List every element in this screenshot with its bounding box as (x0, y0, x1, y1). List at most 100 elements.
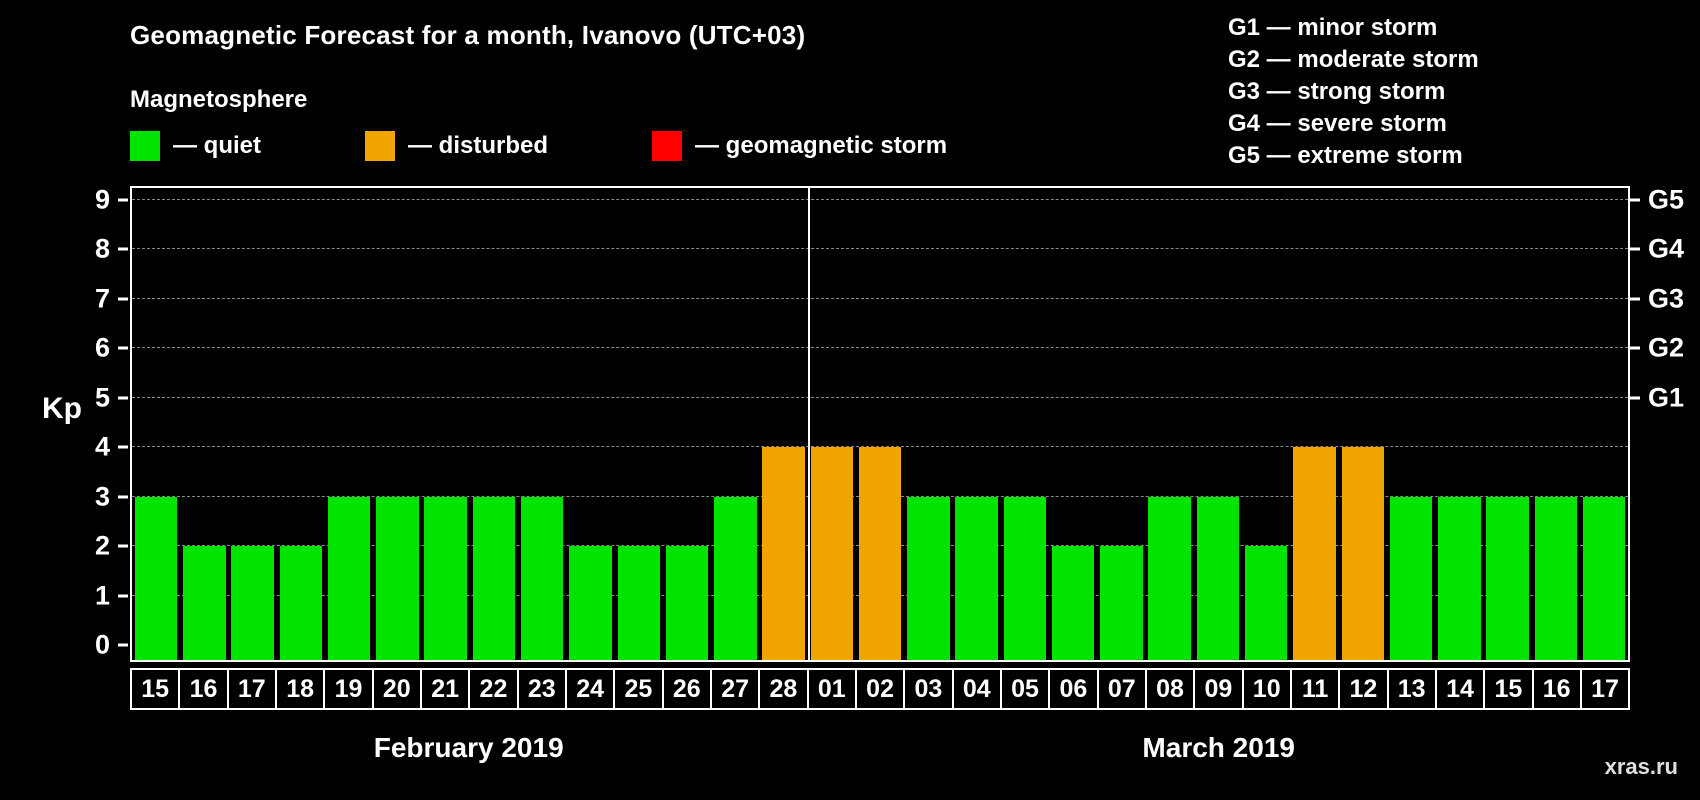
bar-slot (711, 188, 759, 660)
y-tick-mark (118, 297, 128, 300)
month-label: March 2019 (1142, 732, 1295, 763)
day-label: 16 (178, 668, 229, 710)
bar-slot (1097, 188, 1145, 660)
bar-slot (615, 188, 663, 660)
day-label: 10 (1241, 668, 1292, 710)
g-tick-mark (1630, 198, 1640, 201)
y-tick-label: 6 (94, 332, 110, 363)
y-tick-label: 3 (94, 481, 110, 511)
kp-bar (569, 546, 612, 660)
g-tick-mark (1630, 396, 1640, 399)
y-tick-mark (118, 643, 128, 647)
bar-slot (422, 188, 470, 660)
bar-slot (180, 188, 228, 660)
disturbed-swatch (365, 131, 395, 161)
kp-bar (1582, 496, 1626, 660)
day-label: 01 (806, 668, 857, 710)
gridline (132, 248, 1628, 249)
y-tick-mark (118, 396, 128, 399)
bar-slot (1146, 188, 1194, 660)
month-label: February 2019 (373, 732, 564, 763)
status-legend: — quiet — disturbed — geomagnetic storm (130, 131, 947, 161)
kp-bar (1051, 546, 1095, 660)
kp-bar (1003, 496, 1047, 660)
day-label: 28 (758, 668, 809, 710)
day-label: 04 (951, 668, 1002, 710)
bar-slot (373, 188, 421, 660)
month-separator-line (807, 188, 810, 660)
kp-bar (1196, 496, 1240, 660)
kp-bar (907, 496, 950, 660)
y-tick-mark (118, 198, 128, 201)
legend-item: — geomagnetic storm (652, 131, 947, 161)
gridline (132, 396, 1628, 398)
kp-bar (376, 496, 419, 660)
day-label: 06 (1048, 668, 1099, 710)
day-label: 15 (1483, 668, 1534, 710)
storm-scale-item: G5 — extreme storm (1228, 142, 1463, 169)
bar-slot (470, 188, 518, 660)
storm-scale-legend: G1 — minor storm G2 — moderate storm G3 — … (1228, 12, 1479, 172)
y-tick-label: 7 (94, 283, 110, 313)
kp-bar (810, 447, 854, 660)
bar-slot (759, 188, 807, 660)
day-label: 25 (613, 668, 664, 710)
bar-slot (1339, 188, 1387, 660)
y-tick-label: 8 (94, 233, 110, 264)
y-tick-label: 5 (94, 382, 110, 412)
kp-bar (327, 496, 371, 660)
quiet-swatch (130, 131, 160, 161)
kp-bar (424, 496, 467, 660)
day-label: 08 (1144, 668, 1196, 710)
y-tick-label: 4 (94, 431, 110, 462)
kp-bar (1148, 496, 1191, 660)
legend-item: — quiet (130, 131, 261, 161)
bar-slot (518, 188, 566, 660)
kp-bar (521, 496, 564, 660)
kp-bar (1534, 496, 1578, 660)
day-label: 22 (468, 668, 519, 710)
kp-bar (1245, 546, 1288, 660)
day-label: 02 (854, 668, 906, 710)
gridline (132, 347, 1628, 348)
y-tick-label: 0 (94, 629, 110, 660)
day-axis: 15 16 17 18 19 20 21 22 23 24 25 26 27 28 01 02 03 04 05 06… (130, 668, 1631, 710)
legend-item: — disturbed (365, 131, 548, 161)
g-tick-mark (1630, 247, 1640, 251)
y-tick-mark (118, 495, 128, 498)
bar-series (132, 188, 1628, 660)
bar-slot (953, 188, 1001, 660)
kp-bar (472, 496, 516, 660)
kp-bar (1438, 496, 1481, 660)
g-tick-label: G2 (1648, 332, 1685, 363)
day-label: 07 (1096, 668, 1147, 710)
day-label: 17 (1579, 668, 1631, 710)
day-label: 15 (130, 668, 181, 710)
kp-bar (714, 496, 757, 660)
day-label: 26 (661, 668, 712, 710)
kp-bar (279, 546, 323, 660)
storm-swatch (652, 131, 683, 161)
day-label: 19 (323, 668, 374, 710)
g-tick-label: G3 (1648, 283, 1685, 313)
y-tick-mark (118, 247, 128, 251)
bar-slot (808, 188, 856, 660)
bar-slot (1049, 188, 1097, 660)
bar-slot (904, 188, 952, 660)
bar-slot (277, 188, 325, 660)
y-axis-title: Kp (42, 392, 82, 425)
g-tick-mark (1630, 346, 1640, 350)
y-tick-mark (118, 544, 128, 548)
kp-bar (231, 546, 274, 660)
kp-bar (183, 546, 226, 660)
y-tick-label: 2 (94, 530, 110, 561)
day-label: 05 (999, 668, 1051, 710)
day-label: 21 (419, 668, 471, 710)
watermark: xras.ru (1604, 754, 1678, 779)
bar-slot (1387, 188, 1435, 660)
bar-slot (1435, 188, 1483, 660)
day-label: 09 (1193, 668, 1244, 710)
magnetosphere-label: Magnetosphere (130, 86, 308, 113)
legend-label: — quiet (173, 132, 261, 159)
